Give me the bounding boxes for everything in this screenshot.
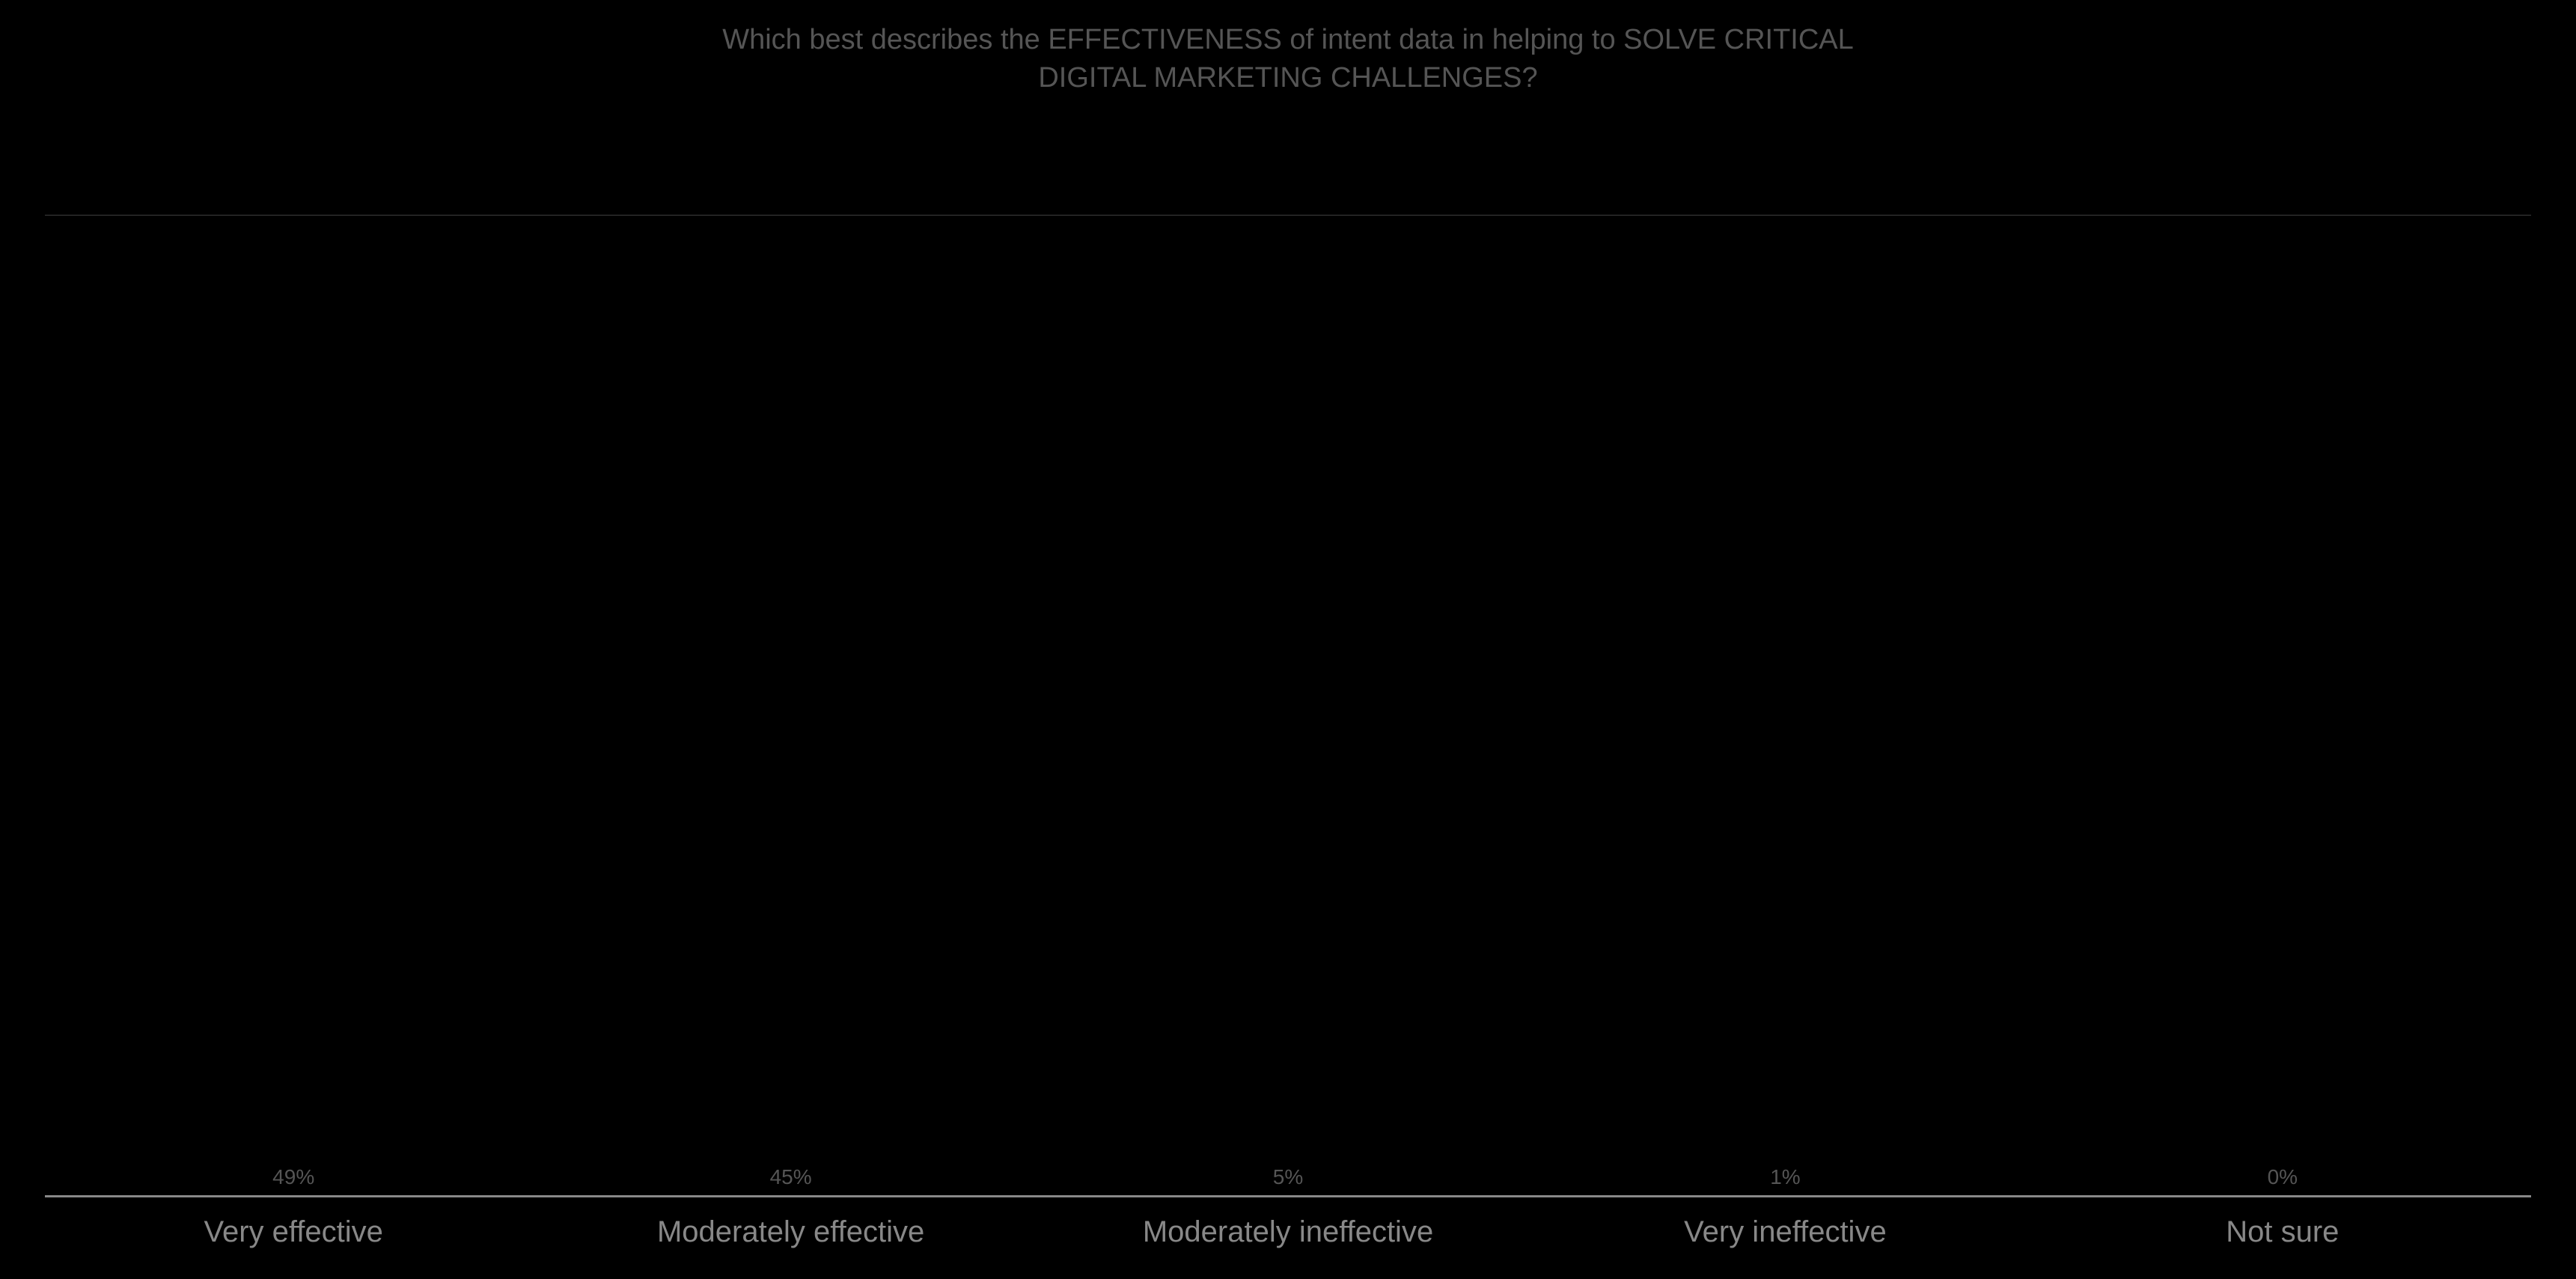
- x-axis-label: Very ineffective: [1536, 1215, 2033, 1249]
- bar-value-label: 5%: [1273, 1165, 1303, 1189]
- x-axis-label: Moderately ineffective: [1040, 1215, 1536, 1249]
- x-axis-label: Not sure: [2034, 1215, 2531, 1249]
- chart-title: Which best describes the EFFECTIVENESS o…: [45, 21, 2531, 98]
- x-axis-label: Very effective: [45, 1215, 542, 1249]
- bar-value-label: 49%: [272, 1165, 314, 1189]
- chart-x-axis-labels: Very effectiveModerately effectiveModera…: [45, 1215, 2531, 1249]
- chart-plot-area: 49% 45% 5% 1% 0%: [45, 106, 2531, 1197]
- x-axis-label: Moderately effective: [542, 1215, 1039, 1249]
- chart-bars-container: 49% 45% 5% 1% 0%: [45, 106, 2531, 1197]
- bar-value-label: 1%: [1770, 1165, 1800, 1189]
- bar-value-label: 45%: [770, 1165, 812, 1189]
- bar-value-label: 0%: [2268, 1165, 2298, 1189]
